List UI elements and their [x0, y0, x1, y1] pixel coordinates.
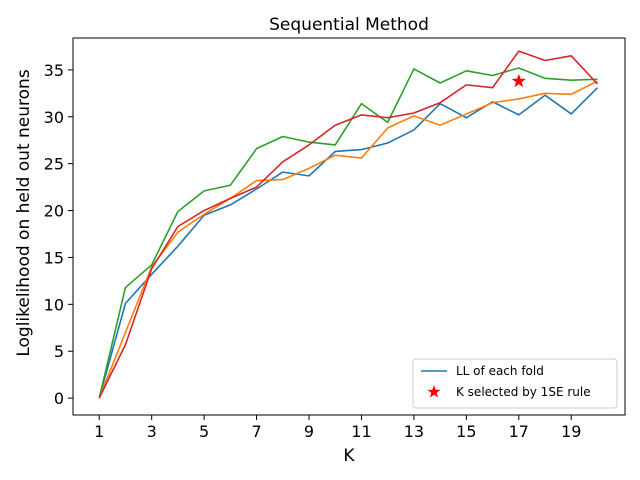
y-tick-label: 25 [44, 155, 64, 174]
y-tick-label: 0 [54, 389, 64, 408]
series-line-2 [98, 67, 598, 399]
y-axis-label: Loglikelihood on held out neurons [14, 69, 34, 356]
legend: LL of each fold K selected by 1SE rule [412, 358, 618, 409]
legend-label-selected-k: K selected by 1SE rule [456, 385, 591, 399]
plot-lines [98, 50, 599, 399]
y-tick-label: 10 [44, 295, 64, 314]
axes-frame [72, 37, 626, 416]
x-tick-label: 5 [199, 422, 209, 441]
y-tick-label: 5 [54, 342, 64, 361]
x-tick-label: 13 [404, 422, 424, 441]
x-tick-label: 19 [561, 422, 581, 441]
x-tick-label: 3 [147, 422, 157, 441]
x-tick-label: 9 [304, 422, 314, 441]
series-line-0 [98, 87, 599, 399]
y-tick-label: 20 [44, 202, 64, 221]
y-axis-ticks: 0 5 10 15 20 25 30 35 [44, 61, 73, 408]
legend-label-fold: LL of each fold [456, 364, 544, 378]
x-tick-label: 17 [509, 422, 529, 441]
x-axis-ticks: 1 3 5 7 9 11 13 15 17 19 [94, 415, 581, 441]
y-tick-label: 35 [44, 61, 64, 80]
series-line-3 [98, 50, 599, 399]
series-line-1 [98, 80, 598, 399]
chart-title: Sequential Method [269, 15, 429, 35]
x-tick-label: 15 [456, 422, 476, 441]
x-axis-label: K [343, 446, 355, 466]
x-tick-label: 1 [94, 422, 104, 441]
selected-k-star [511, 73, 526, 88]
marker-layer [511, 73, 526, 88]
x-tick-label: 11 [351, 422, 371, 441]
y-tick-label: 30 [44, 108, 64, 127]
y-tick-label: 15 [44, 248, 64, 267]
legend-star-icon [427, 385, 441, 398]
legend-box [412, 358, 618, 409]
x-tick-label: 7 [251, 422, 261, 441]
